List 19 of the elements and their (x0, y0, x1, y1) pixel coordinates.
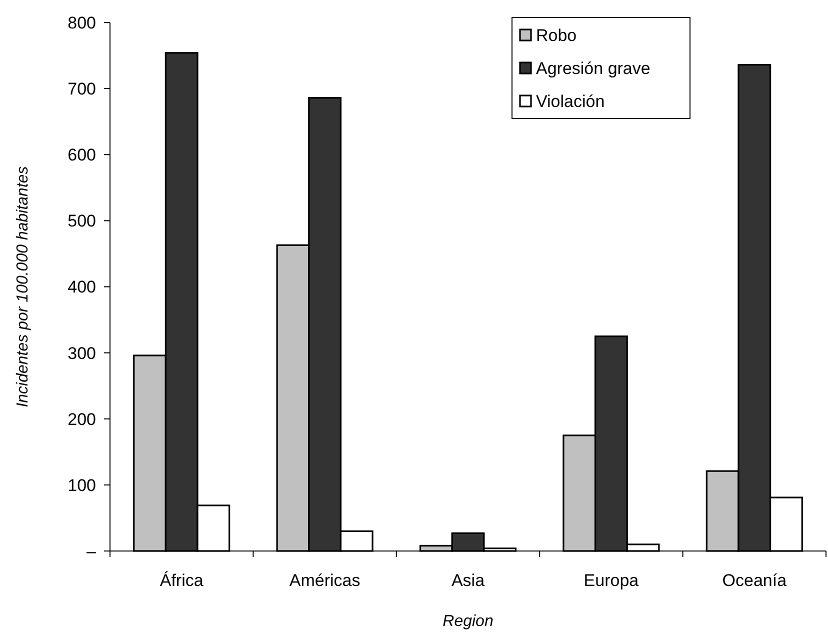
y-tick-label: – (86, 542, 97, 561)
x-tick-label: Oceanía (722, 571, 788, 590)
y-tick-label: 200 (68, 410, 96, 429)
y-axis-title: Incidentes por 100.000 habitantes (14, 166, 32, 408)
y-tick-label: 600 (68, 146, 96, 165)
x-tick-label: Américas (289, 571, 360, 590)
legend-label: Robo (536, 26, 577, 45)
x-tick-label: Asia (451, 571, 486, 590)
x-axis-title: Region (442, 613, 494, 630)
y-tick-label: 700 (68, 80, 96, 99)
y-tick-label: 400 (68, 278, 96, 297)
y-tick-label: 800 (68, 13, 96, 32)
y-tick-label: 500 (68, 212, 96, 231)
x-tick-label: África (160, 571, 204, 590)
legend-label: Agresión grave (536, 58, 650, 78)
y-tick-label: 300 (68, 344, 96, 363)
x-tick-label: Europa (584, 571, 640, 590)
y-tick-label: 100 (68, 476, 96, 495)
legend-label: Violación (536, 92, 605, 111)
